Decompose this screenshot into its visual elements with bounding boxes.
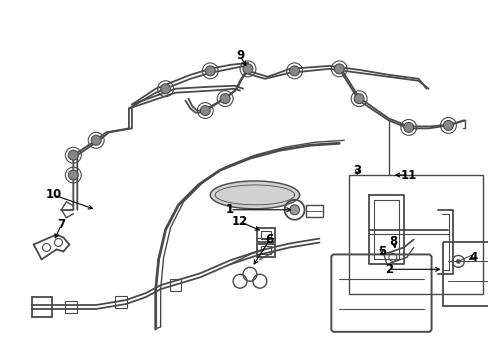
Circle shape xyxy=(205,66,215,76)
Circle shape xyxy=(456,260,460,264)
Bar xyxy=(443,242,490,306)
Circle shape xyxy=(69,170,78,180)
Circle shape xyxy=(404,122,414,132)
Circle shape xyxy=(354,94,364,104)
Text: 1: 1 xyxy=(226,203,234,216)
Text: 2: 2 xyxy=(385,263,393,276)
Bar xyxy=(306,205,323,217)
Bar xyxy=(261,231,271,239)
Bar xyxy=(349,175,483,294)
Text: 9: 9 xyxy=(236,49,244,63)
Circle shape xyxy=(220,94,230,104)
Polygon shape xyxy=(210,181,299,209)
Text: 4: 4 xyxy=(469,251,477,264)
Bar xyxy=(65,301,77,313)
Text: 3: 3 xyxy=(353,163,361,176)
Text: 12: 12 xyxy=(232,215,248,228)
Bar xyxy=(170,279,181,291)
Bar xyxy=(257,243,275,257)
Text: 7: 7 xyxy=(57,218,66,231)
Circle shape xyxy=(443,121,453,130)
Bar xyxy=(261,247,271,255)
Circle shape xyxy=(91,135,101,145)
Circle shape xyxy=(290,66,299,76)
Circle shape xyxy=(290,205,299,215)
Bar xyxy=(115,296,127,308)
Text: 11: 11 xyxy=(401,168,417,181)
Text: 8: 8 xyxy=(390,235,398,248)
Circle shape xyxy=(69,150,78,160)
Text: 5: 5 xyxy=(378,245,386,258)
Text: 10: 10 xyxy=(46,188,62,201)
Circle shape xyxy=(334,64,344,74)
Bar xyxy=(257,228,275,242)
Circle shape xyxy=(161,84,171,94)
Text: 6: 6 xyxy=(266,233,274,246)
Circle shape xyxy=(243,64,253,74)
Circle shape xyxy=(200,105,210,116)
